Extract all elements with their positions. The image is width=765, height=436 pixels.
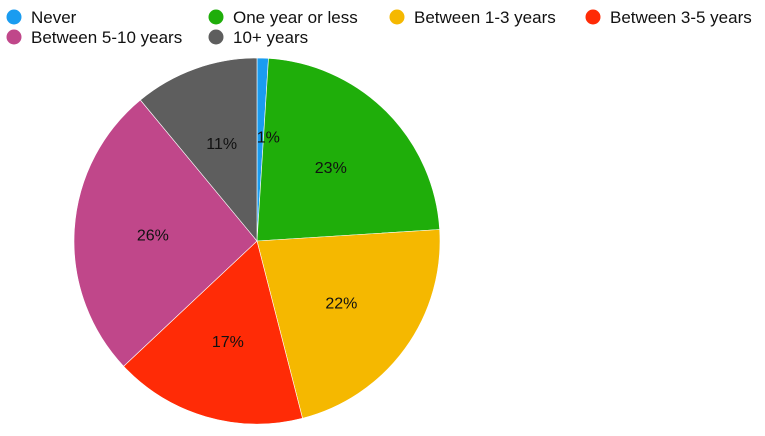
legend-label: Never: [31, 8, 77, 27]
slice-labels: 1% 23% 22% 17% 26% 11%: [137, 130, 358, 352]
legend-label: Between 5-10 years: [31, 28, 182, 47]
pie-slices: [73, 57, 441, 425]
legend-label: Between 3-5 years: [610, 8, 752, 27]
legend-item-between-3-5-years: Between 3-5 years: [585, 8, 752, 27]
legend-swatch: [6, 29, 22, 45]
pie-slice-10plus-years: [139, 57, 258, 242]
legend-item-between-5-10-years: Between 5-10 years: [6, 28, 182, 47]
pie-slice-between-1-3-years: [256, 229, 441, 419]
legend-item-between-1-3-years: Between 1-3 years: [389, 8, 556, 27]
legend-swatch: [6, 9, 22, 25]
slice-label-between-5-10-years: 26%: [137, 228, 169, 245]
pie-slice-between-5-10-years: [73, 99, 258, 367]
slice-label-between-1-3-years: 22%: [325, 295, 357, 312]
legend-swatch: [208, 9, 224, 25]
slice-label-10plus-years: 11%: [206, 136, 237, 153]
pie-slice-between-3-5-years: [123, 240, 303, 425]
legend-item-one-year-or-less: One year or less: [208, 8, 358, 27]
legend-item-10plus-years: 10+ years: [208, 28, 308, 47]
legend-swatch: [389, 9, 405, 25]
legend-swatch: [585, 9, 601, 25]
legend-swatch: [208, 29, 224, 45]
legend: Never One year or less Between 1-3 years Be…: [6, 8, 752, 47]
slice-label-never: 1%: [257, 130, 280, 147]
legend-label: Between 1-3 years: [414, 8, 556, 27]
slice-label-one-year-or-less: 23%: [315, 160, 347, 177]
legend-label: One year or less: [233, 8, 358, 27]
slice-label-between-3-5-years: 17%: [212, 334, 244, 351]
legend-item-never: Never: [6, 8, 77, 27]
pie-slice-one-year-or-less: [256, 58, 440, 242]
legend-label: 10+ years: [233, 28, 308, 47]
